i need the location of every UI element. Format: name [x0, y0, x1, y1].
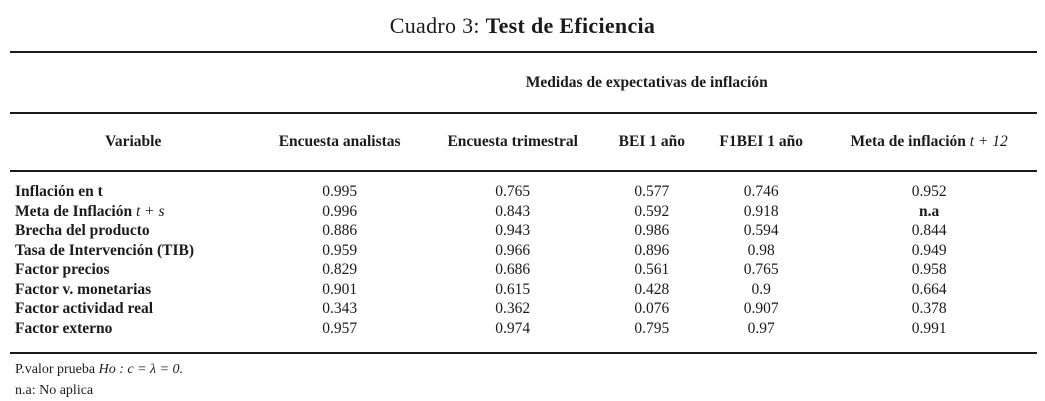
column-header-math: t + 12	[969, 133, 1008, 150]
cell: 0.795	[634, 319, 670, 337]
footnote-math: Ho : c = λ = 0.	[98, 362, 184, 377]
table-caption-title: Test de Eficiencia	[485, 13, 656, 38]
footnote-pvalue: P.valor prueba Ho : c = λ = 0.	[15, 362, 184, 377]
cell: 0.615	[495, 280, 531, 298]
cell: 0.561	[634, 261, 670, 278]
column-header-row: Variable Encuesta analistas Encuesta tri…	[10, 113, 1037, 172]
row-label: Inflación en t	[15, 183, 103, 200]
row-label: Meta de Inflación t + s	[15, 202, 165, 220]
table-caption-number: Cuadro 3:	[389, 13, 486, 38]
cell: 0.98	[747, 241, 775, 259]
table-row: Meta de Inflación t + s 0.996 0.843 0.59…	[10, 202, 1037, 222]
footnote-na: n.a: No aplica	[15, 383, 94, 398]
cell: 0.901	[322, 280, 358, 298]
span-header-spacer	[10, 52, 257, 114]
column-header-f1bei: F1BEI 1 año	[701, 113, 822, 172]
table-row: Brecha del producto 0.886 0.943 0.986 0.…	[10, 221, 1037, 241]
cell: 0.664	[911, 280, 947, 298]
cell: 0.594	[743, 222, 779, 239]
cell: 0.686	[495, 261, 531, 278]
span-header: Medidas de expectativas de inflación	[256, 52, 1037, 114]
cell: 0.952	[911, 183, 947, 200]
cell: 0.957	[322, 319, 358, 337]
cell: 0.949	[911, 241, 947, 259]
cell: 0.765	[743, 261, 779, 278]
cell: 0.907	[743, 300, 779, 317]
cell: 0.958	[911, 261, 947, 278]
table-row: Factor actividad real 0.343 0.362 0.076 …	[10, 299, 1037, 319]
row-label: Factor actividad real	[15, 300, 154, 317]
cell: 0.896	[634, 241, 670, 259]
cell: 0.843	[495, 202, 531, 220]
cell: 0.765	[495, 183, 531, 200]
table-row: Inflación en t 0.995 0.765 0.577 0.746 0…	[10, 171, 1037, 202]
row-label: Brecha del producto	[15, 222, 150, 239]
row-label: Factor externo	[15, 319, 113, 337]
column-header-bei: BEI 1 año	[602, 113, 702, 172]
cell: 0.362	[495, 300, 531, 317]
cell: 0.9	[751, 280, 771, 298]
cell: 0.076	[634, 300, 670, 317]
cell: 0.943	[495, 222, 531, 239]
cell: 0.966	[495, 241, 531, 259]
cell: 0.986	[634, 222, 670, 239]
cell: 0.343	[322, 300, 358, 317]
cell: 0.918	[743, 202, 779, 220]
cell: n.a	[919, 202, 940, 220]
table-footnotes: P.valor prueba Ho : c = λ = 0. n.a: No a…	[15, 359, 1045, 401]
cell: 0.746	[743, 183, 779, 200]
table-row: Factor precios 0.829 0.686 0.561 0.765 0…	[10, 260, 1037, 280]
row-label: Factor precios	[15, 261, 110, 278]
column-header-encuesta-analistas: Encuesta analistas	[256, 113, 423, 172]
row-label: Tasa de Intervención (TIB)	[15, 241, 194, 259]
cell: 0.97	[747, 319, 775, 337]
table-row: Factor externo 0.957 0.974 0.795 0.97 0.…	[10, 319, 1037, 354]
cell: 0.378	[911, 300, 947, 317]
cell: 0.577	[634, 183, 670, 200]
cell: 0.829	[322, 261, 358, 278]
cell: 0.844	[911, 222, 947, 239]
table-row: Factor v. monetarias 0.901 0.615 0.428 0…	[10, 280, 1037, 300]
cell: 0.959	[322, 241, 358, 259]
cell: 0.974	[495, 319, 531, 337]
efficiency-test-table: Medidas de expectativas de inflación Var…	[10, 51, 1037, 354]
cell: 0.996	[322, 202, 358, 220]
column-header-variable: Variable	[10, 113, 257, 172]
cell: 0.592	[634, 202, 670, 220]
span-header-row: Medidas de expectativas de inflación	[10, 52, 1037, 114]
cell: 0.428	[634, 280, 670, 298]
page-title: Cuadro 3: Test de Eficiencia	[0, 0, 1045, 51]
row-label: Factor v. monetarias	[15, 280, 152, 298]
column-header-encuesta-trimestral: Encuesta trimestral	[422, 113, 603, 172]
cell: 0.995	[322, 183, 358, 200]
column-header-meta-inflacion: Meta de inflación t + 12	[821, 113, 1037, 172]
cell: 0.991	[911, 319, 947, 337]
cell: 0.886	[322, 222, 358, 239]
table-row: Tasa de Intervención (TIB) 0.959 0.966 0…	[10, 241, 1037, 261]
